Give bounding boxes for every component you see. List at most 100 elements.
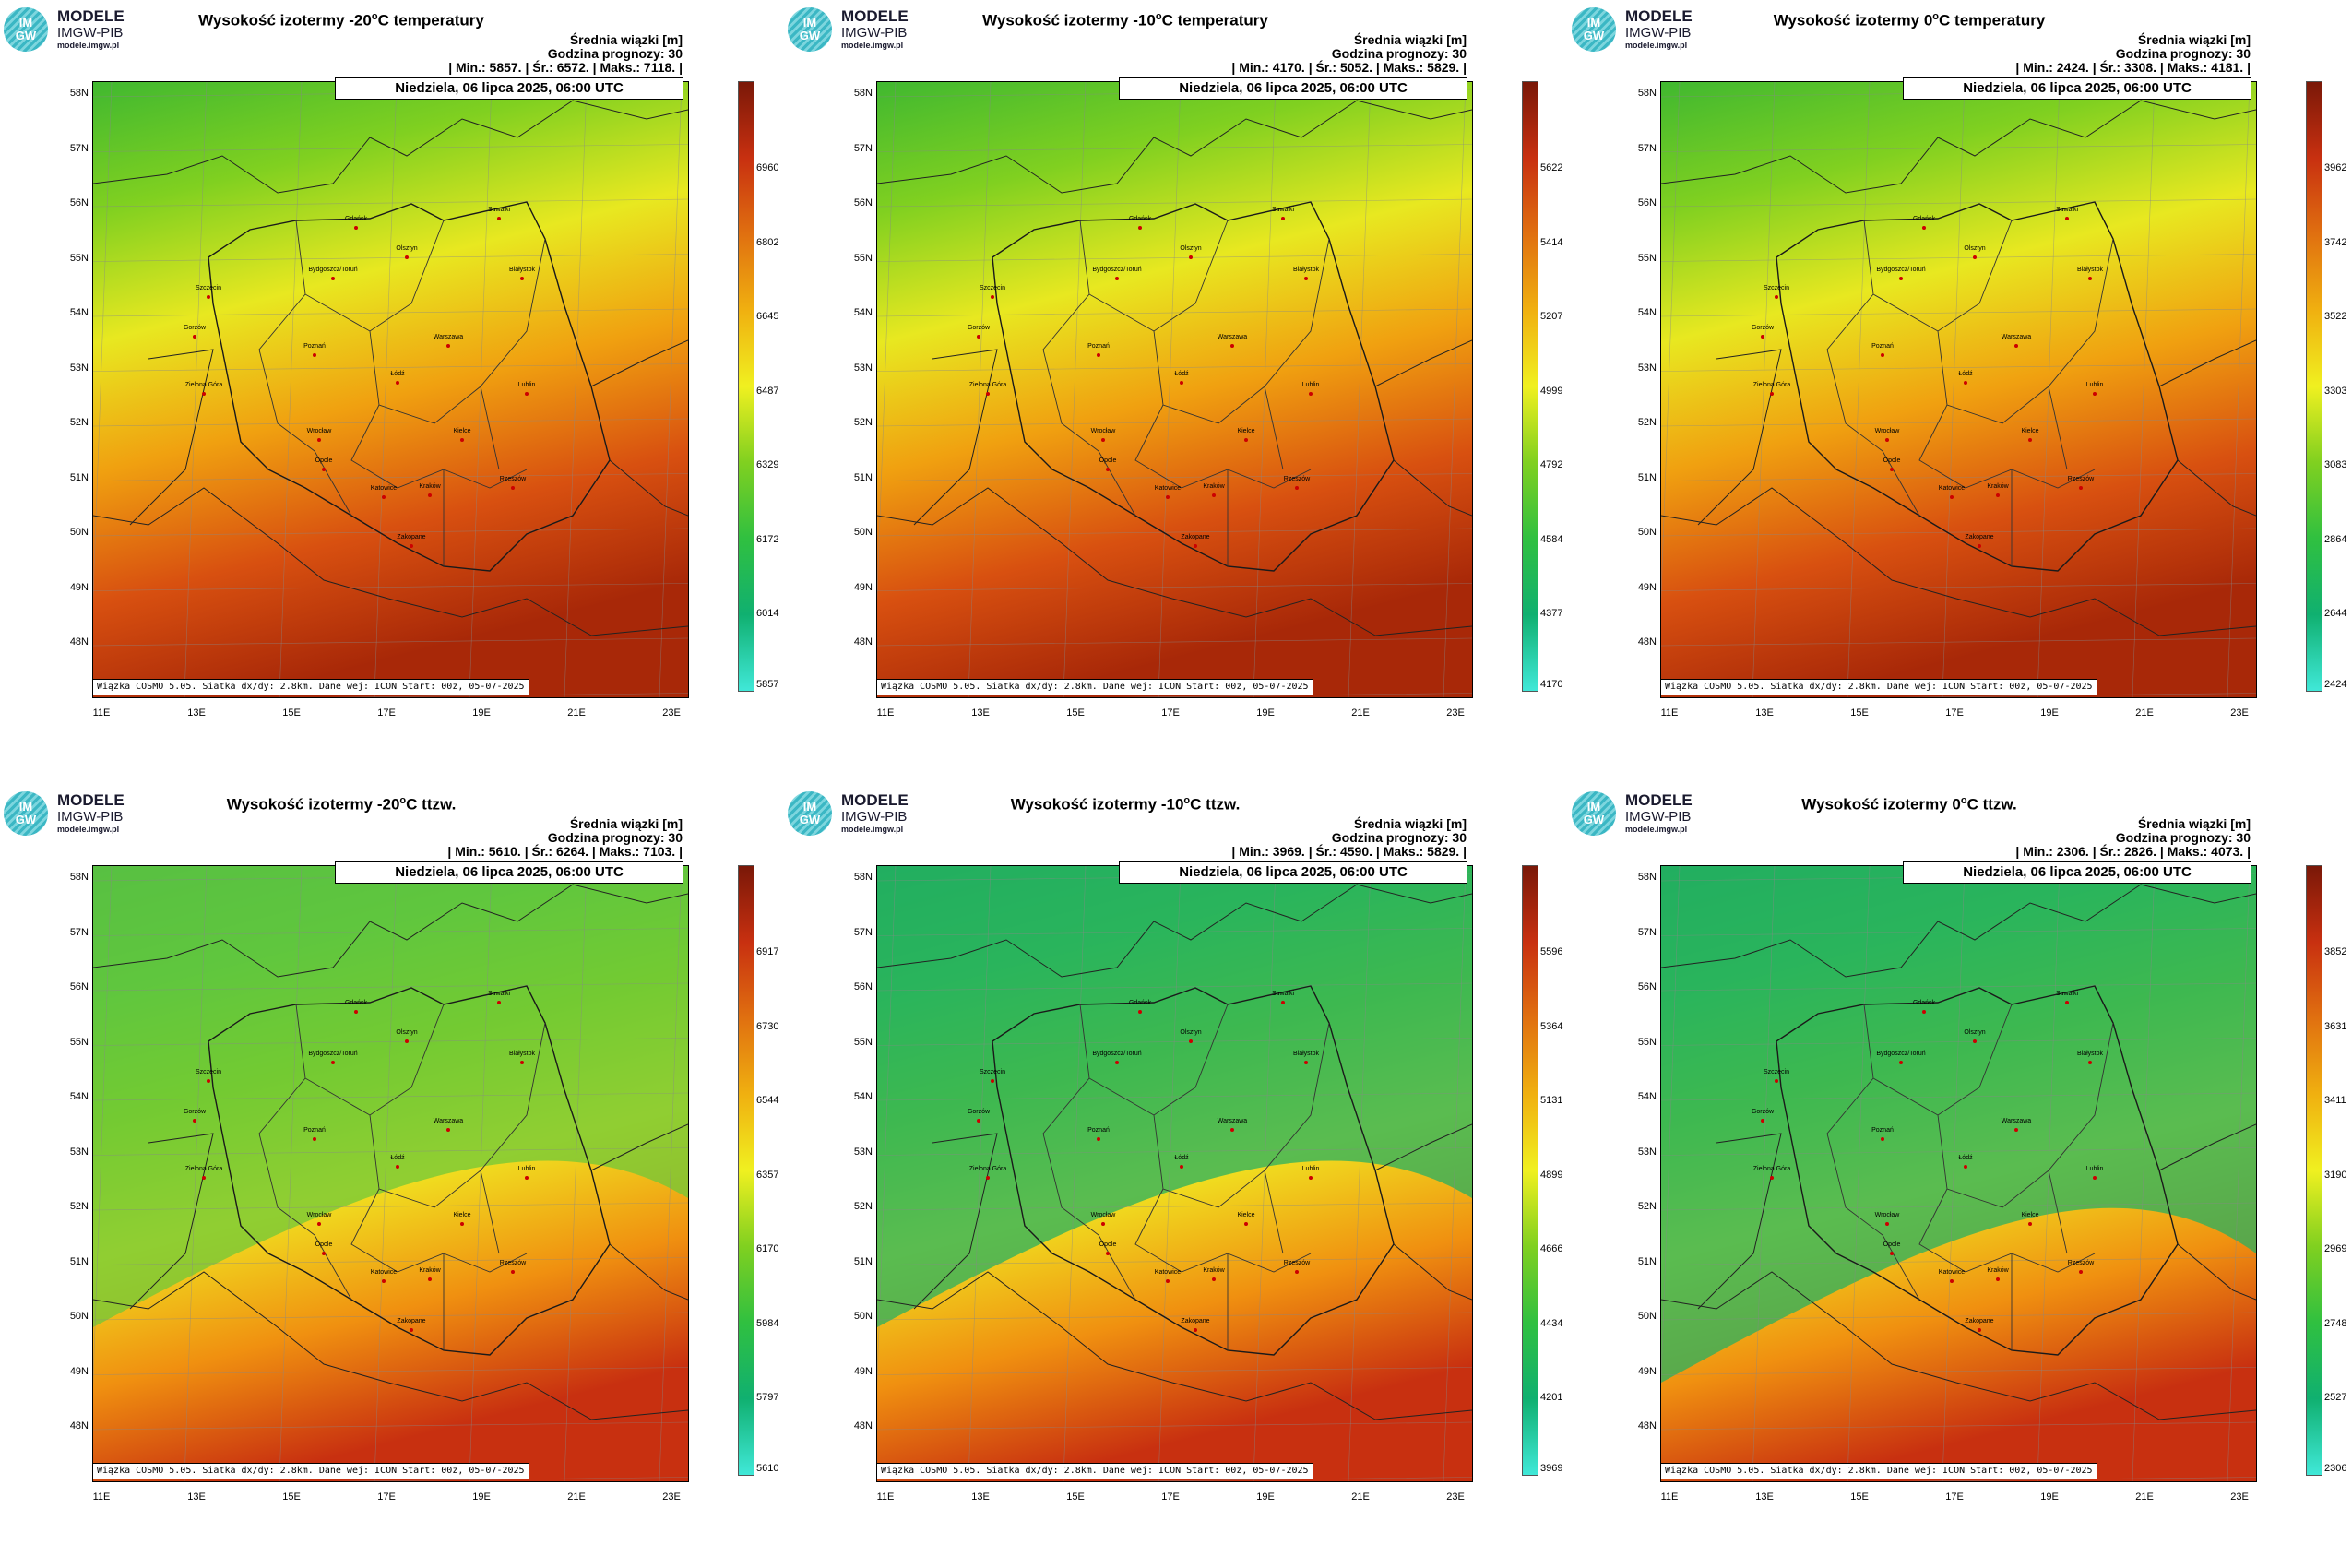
city-marker: [405, 255, 409, 259]
lat-label: 49N: [1637, 581, 1657, 593]
city-label: Kraków: [1987, 1267, 2009, 1274]
map-panel: IM GW MODELE IMGW-PIB modele.imgw.pl Wysokość…: [0, 0, 784, 784]
city-label: Olsztyn: [396, 1029, 417, 1036]
logo-circle-bottom: GW: [1583, 29, 1605, 42]
logo-text-url: modele.imgw.pl: [1625, 41, 1688, 50]
city-marker: [1115, 277, 1119, 280]
city-marker: [1775, 1079, 1778, 1083]
city-label: Poznań: [303, 1127, 326, 1134]
city-marker: [354, 226, 358, 230]
city-marker: [1964, 381, 1967, 385]
city-marker: [1890, 468, 1894, 471]
lat-label: 50N: [69, 1311, 89, 1322]
city-label: Opole: [315, 1241, 333, 1248]
lat-label: 49N: [69, 581, 89, 593]
lat-label: 57N: [69, 926, 89, 938]
city-label: Kraków: [1203, 483, 1225, 490]
city-marker: [331, 277, 335, 280]
city-marker: [2079, 1270, 2083, 1274]
city-marker: [1166, 1279, 1170, 1283]
city-marker: [520, 1061, 524, 1064]
city-label: Zakopane: [1965, 1318, 1993, 1324]
colorbar-tick-label: 4666: [1540, 1243, 1563, 1254]
lat-label: 54N: [1637, 1091, 1657, 1102]
city-label: Kielce: [1237, 428, 1254, 434]
city-label: Gorzów: [968, 325, 991, 331]
city-marker: [1899, 277, 1903, 280]
poland-border: [208, 985, 611, 1356]
city-marker: [428, 1277, 432, 1281]
map-title: Wysokość izotermy -10oC temperatury: [982, 11, 1268, 30]
city-marker: [1996, 493, 2000, 497]
city-label: Kielce: [2021, 428, 2038, 434]
map-panel: IM GW MODELE IMGW-PIB modele.imgw.pl Wysokość…: [784, 0, 1568, 784]
city-label: Suwałki: [1272, 207, 1295, 213]
city-marker: [1770, 1176, 1774, 1180]
lat-label: 55N: [1637, 1036, 1657, 1048]
city-label: Poznań: [1871, 1127, 1894, 1134]
logo-text-modele: MODELE: [1625, 791, 1693, 809]
colorbar-tick-label: 3522: [2324, 311, 2347, 322]
city-marker: [1138, 226, 1142, 230]
lon-label: 13E: [187, 1491, 206, 1503]
colorbar-tick-label: 6014: [756, 608, 779, 619]
model-footer: Wiązka COSMO 5.05. Siatka dx/dy: 2.8km. …: [876, 1463, 1313, 1479]
lat-label: 52N: [1637, 417, 1657, 428]
lon-label: 11E: [1660, 1491, 1679, 1503]
city-marker: [202, 1176, 206, 1180]
lat-label: 54N: [853, 307, 873, 318]
lat-label: 54N: [69, 307, 89, 318]
city-label: Wrocław: [307, 428, 333, 434]
lon-label: 15E: [1850, 707, 1869, 719]
city-label: Łódź: [1174, 1155, 1189, 1161]
city-marker: [1138, 1010, 1142, 1014]
colorbar: [2306, 865, 2322, 1476]
info-unit: Średnia wiązki [m]: [1353, 32, 1467, 47]
lon-label: 13E: [1755, 1491, 1774, 1503]
logo-circle-top: IM: [18, 800, 33, 814]
lon-label: 21E: [1351, 1491, 1370, 1503]
lat-label: 51N: [1637, 1255, 1657, 1267]
logo-text-url: modele.imgw.pl: [841, 41, 904, 50]
city-label: Wrocław: [307, 1212, 333, 1218]
colorbar: [2306, 81, 2322, 692]
city-label: Lublin: [2086, 382, 2104, 388]
imgw-logo: IM GW MODELE IMGW-PIB modele.imgw.pl: [4, 790, 151, 837]
city-marker: [193, 1119, 196, 1123]
city-label: Poznań: [1087, 343, 1110, 350]
city-label: Bydgoszcz/Toruń: [1092, 267, 1141, 273]
city-label: Warszawa: [434, 1118, 464, 1124]
lon-label: 19E: [2040, 707, 2059, 719]
lat-label: 48N: [853, 636, 873, 647]
city-label: Kraków: [419, 1267, 441, 1274]
colorbar-tick-label: 2306: [2324, 1463, 2347, 1474]
lon-label: 21E: [2135, 1491, 2154, 1503]
logo-circle-icon: IM GW: [1572, 791, 1616, 836]
info-stats: | Min.: 5610. | Śr.: 6264. | Maks.: 7103…: [447, 844, 683, 859]
city-marker: [497, 217, 501, 220]
city-label: Katowice: [371, 1269, 398, 1276]
logo-text-imgw: IMGW-PIB: [1625, 25, 1692, 41]
colorbar-tick-label: 6172: [756, 533, 779, 545]
logo-text-imgw: IMGW-PIB: [841, 809, 908, 825]
field-map: Gdańsk Olsztyn Suwałki Szczecin Bydgoszcz/To…: [877, 82, 1472, 697]
city-marker: [1890, 1252, 1894, 1255]
city-marker: [410, 1328, 413, 1332]
lon-label: 13E: [971, 1491, 990, 1503]
colorbar-tick-label: 6170: [756, 1243, 779, 1254]
lat-label: 54N: [69, 1091, 89, 1102]
city-marker: [410, 544, 413, 548]
lat-label: 58N: [1637, 88, 1657, 99]
city-marker: [354, 1010, 358, 1014]
map-area: Gdańsk Olsztyn Suwałki Szczecin Bydgoszcz/To…: [876, 865, 1473, 1482]
lon-label: 19E: [472, 1491, 491, 1503]
lat-label: 49N: [69, 1365, 89, 1377]
info-forecast-hour: Godzina prognozy: 30: [1331, 830, 1467, 845]
city-label: Szczecin: [196, 285, 221, 291]
city-label: Kielce: [453, 428, 470, 434]
logo-text-imgw: IMGW-PIB: [57, 25, 124, 41]
colorbar-tick-label: 6544: [756, 1095, 779, 1106]
lon-label: 15E: [1066, 1491, 1085, 1503]
lat-label: 48N: [1637, 636, 1657, 647]
lon-label: 15E: [1850, 1491, 1869, 1503]
